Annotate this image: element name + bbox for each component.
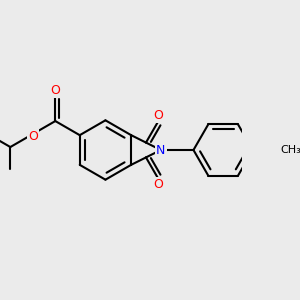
Text: O: O [28, 130, 38, 142]
Text: O: O [154, 109, 164, 122]
Text: N: N [156, 143, 166, 157]
Text: O: O [154, 178, 164, 191]
Text: CH₃: CH₃ [281, 145, 300, 155]
Text: O: O [50, 84, 60, 97]
